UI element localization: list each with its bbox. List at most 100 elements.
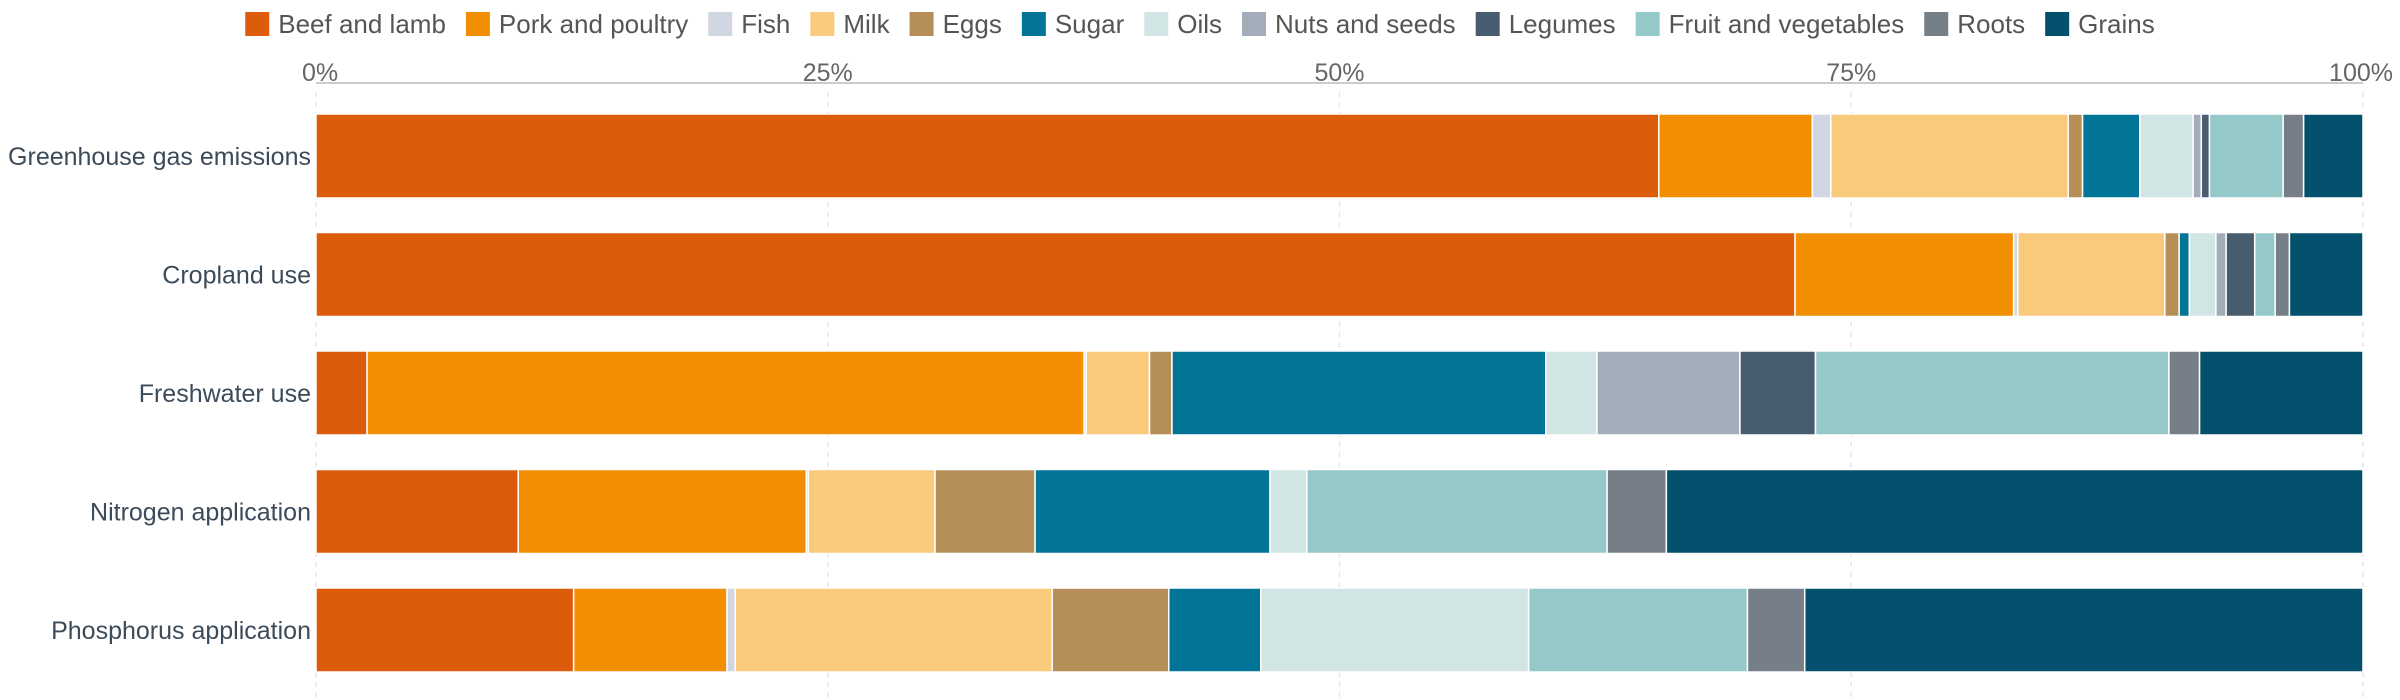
legend-item-pork-and-poultry[interactable]: Pork and poultry xyxy=(465,9,688,39)
legend-label: Beef and lamb xyxy=(278,9,446,39)
bar-segment-oils: Oils: 1.8 xyxy=(1269,468,1308,555)
bar-segment-legumes: Legumes: 3.7 xyxy=(1739,350,1817,436)
legend-swatch xyxy=(1924,12,1949,36)
legend-item-roots[interactable]: Roots xyxy=(1924,9,2025,39)
bar-segment-pork-and-poultry: Pork and poultry: 7.5 xyxy=(1658,113,1814,199)
bar-segment-nuts-and-seeds: Nuts and seeds: 7 xyxy=(1596,350,1741,436)
bar-segment-milk: Milk: 6.2 xyxy=(807,468,936,555)
bar-segment-beef-and-lamb: Beef and lamb: 72.4 xyxy=(315,231,1796,318)
legend-item-legumes[interactable]: Legumes xyxy=(1475,9,1616,39)
legend-swatch xyxy=(465,12,490,36)
bar-segment-sugar: Sugar: 4.5 xyxy=(1167,587,1262,673)
bar-segment-roots: Roots: 2.8 xyxy=(1746,587,1806,673)
bar-segment-pork-and-poultry: Pork and poultry: 35.1 xyxy=(366,350,1085,436)
legend-swatch xyxy=(1144,12,1169,36)
bar-segment-oils: Oils: 2.5 xyxy=(1545,350,1598,436)
category-label: Nitrogen application xyxy=(90,499,311,527)
bar-segment-grains: Grains: 34.1 xyxy=(1665,468,2364,555)
bar-row-greenhouse-gas-emissions: Beef and lamb: 65.6Pork and poultry: 7.5… xyxy=(315,113,2364,199)
legend-label: Oils xyxy=(1177,9,1222,39)
bar-segment-fruit-and-vegetables: Fruit and vegetables: 17.3 xyxy=(1814,350,2170,436)
bar-segment-fruit-and-vegetables: Fruit and vegetables: 14.7 xyxy=(1306,468,1608,555)
bar-row-phosphorus-application: Beef and lamb: 12.6Pork and poultry: 7.5… xyxy=(315,587,2364,673)
legend-swatch xyxy=(1475,12,1500,36)
legend-label: Sugar xyxy=(1055,9,1125,39)
bar-segment-eggs: Eggs: 0.7 xyxy=(2067,113,2084,199)
category-label: Freshwater use xyxy=(139,380,311,408)
bar-row-nitrogen-application: Beef and lamb: 9.9Pork and poultry: 14.1… xyxy=(315,468,2364,555)
bar-segment-roots: Roots: 1.5 xyxy=(2168,350,2201,436)
legend-label: Eggs xyxy=(943,9,1002,39)
bar-segment-pork-and-poultry: Pork and poultry: 7.5 xyxy=(572,587,728,673)
bar-segment-sugar: Sugar: 18.3 xyxy=(1171,350,1547,436)
bar-segment-grains: Grains: 2.9 xyxy=(2302,113,2364,199)
bar-segment-grains: Grains: 8 xyxy=(2198,350,2364,436)
legend-label: Roots xyxy=(1957,9,2025,39)
legend-label: Milk xyxy=(843,9,890,39)
bar-segment-roots: Roots: 2.9 xyxy=(1606,468,1668,555)
legend-label: Fish xyxy=(741,9,790,39)
bar-segment-milk: Milk: 11.6 xyxy=(1830,113,2069,199)
category-label: Cropland use xyxy=(162,262,311,290)
legend-swatch xyxy=(1021,12,1046,36)
legend-label: Legumes xyxy=(1509,9,1616,39)
bar-row-freshwater-use: Beef and lamb: 2.5Pork and poultry: 35.1… xyxy=(315,350,2364,436)
bar-segment-legumes: Legumes: 1.4 xyxy=(2225,231,2256,318)
bar-segment-fruit-and-vegetables: Fruit and vegetables: 10.7 xyxy=(1527,587,1749,673)
bar-segment-milk: Milk: 15.5 xyxy=(734,587,1053,673)
bar-row-cropland-use: Beef and lamb: 72.4Pork and poultry: 10.… xyxy=(315,231,2364,318)
x-tick-label: 100% xyxy=(2329,59,2393,87)
bar-segment-sugar: Sugar: 2.8 xyxy=(2081,113,2141,199)
x-tick-label: 25% xyxy=(803,59,853,87)
legend-item-fruit-and-vegetables[interactable]: Fruit and vegetables xyxy=(1635,9,1905,39)
bar-segment-fruit-and-vegetables: Fruit and vegetables: 1 xyxy=(2253,231,2276,318)
bar-segment-roots: Roots: 1 xyxy=(2282,113,2305,199)
bar-segment-beef-and-lamb: Beef and lamb: 9.9 xyxy=(315,468,519,555)
legend-label: Pork and poultry xyxy=(499,9,688,39)
bar-segment-fruit-and-vegetables: Fruit and vegetables: 3.6 xyxy=(2208,113,2284,199)
bar-segment-fish: Fish: 0.4 xyxy=(726,587,736,673)
legend-item-eggs[interactable]: Eggs xyxy=(909,9,1002,39)
legend-swatch xyxy=(708,12,733,36)
bar-segment-fish: Fish: 0.9 xyxy=(1811,113,1832,199)
bar-segment-beef-and-lamb: Beef and lamb: 2.5 xyxy=(315,350,368,436)
bar-segment-grains: Grains: 3.6 xyxy=(2288,231,2364,318)
legend-swatch xyxy=(810,12,835,36)
bar-segment-nuts-and-seeds: Nuts and seeds: 0.5 xyxy=(2215,231,2227,318)
legend-item-milk[interactable]: Milk xyxy=(810,9,891,39)
bar-segment-sugar: Sugar: 0.5 xyxy=(2178,231,2191,318)
bar-segment-legumes: Legumes: 0.4 xyxy=(2200,113,2211,199)
bar-segment-milk: Milk: 7.2 xyxy=(2016,231,2166,318)
bar-segment-oils: Oils: 13.1 xyxy=(1260,587,1530,673)
category-label: Phosphorus application xyxy=(51,617,311,645)
legend-item-fish[interactable]: Fish xyxy=(708,9,790,39)
category-labels: Greenhouse gas emissions Cropland use Fres… xyxy=(8,143,311,645)
legend-item-grains[interactable]: Grains xyxy=(2045,9,2155,39)
bar-segment-sugar: Sugar: 11.5 xyxy=(1034,468,1271,555)
legend-swatch xyxy=(245,12,270,36)
category-label: Greenhouse gas emissions xyxy=(8,143,311,171)
bar-segment-beef-and-lamb: Beef and lamb: 12.6 xyxy=(315,587,575,673)
legend-item-oils[interactable]: Oils xyxy=(1144,9,1222,39)
x-axis-ticks: 0% 25% 50% 75% 100% xyxy=(302,59,2393,87)
legend-swatch xyxy=(2045,12,2070,36)
legend-label: Grains xyxy=(2078,9,2155,39)
bar-segment-oils: Oils: 2.6 xyxy=(2139,113,2194,199)
bar-segment-beef-and-lamb: Beef and lamb: 65.6 xyxy=(315,113,1660,199)
bar-segment-eggs: Eggs: 0.7 xyxy=(2164,231,2180,318)
bars: Beef and lamb: 65.6Pork and poultry: 7.5… xyxy=(315,113,2364,673)
legend-swatch xyxy=(1635,12,1660,36)
bar-segment-eggs: Eggs: 4.9 xyxy=(934,468,1036,555)
legend-item-nuts-and-seeds[interactable]: Nuts and seeds xyxy=(1242,9,1456,39)
bar-segment-roots: Roots: 0.7 xyxy=(2274,231,2291,318)
bar-segment-pork-and-poultry: Pork and poultry: 14.1 xyxy=(517,468,808,555)
x-tick-label: 75% xyxy=(1826,59,1876,87)
x-tick-label: 0% xyxy=(302,59,338,87)
legend-item-sugar[interactable]: Sugar xyxy=(1021,9,1125,39)
x-tick-label: 50% xyxy=(1314,59,1364,87)
bar-segment-milk: Milk: 3.1 xyxy=(1085,350,1151,436)
legend: Beef and lamb Pork and poultry Fish Milk Egg… xyxy=(245,9,2155,39)
legend-item-beef-and-lamb[interactable]: Beef and lamb xyxy=(245,9,446,39)
bar-segment-nuts-and-seeds: Nuts and seeds: 0.4 xyxy=(2192,113,2203,199)
